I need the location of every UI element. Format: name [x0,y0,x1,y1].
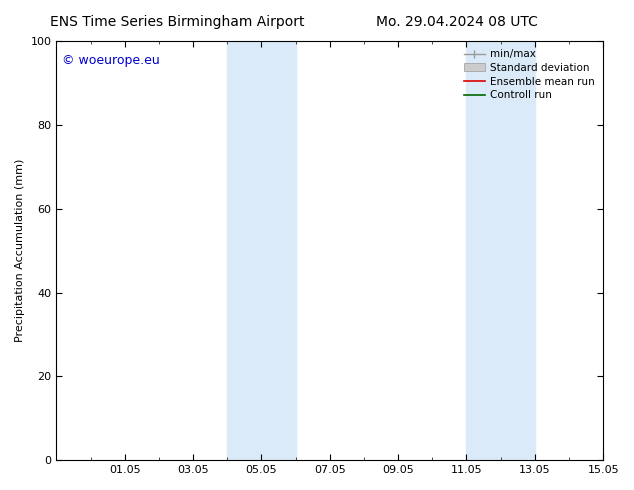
Text: ENS Time Series Birmingham Airport: ENS Time Series Birmingham Airport [50,15,305,29]
Text: © woeurope.eu: © woeurope.eu [62,53,160,67]
Bar [467,41,535,460]
Bar [227,41,295,460]
Text: Mo. 29.04.2024 08 UTC: Mo. 29.04.2024 08 UTC [375,15,538,29]
Y-axis label: Precipitation Accumulation (mm): Precipitation Accumulation (mm) [15,159,25,343]
Legend: min/max, Standard deviation, Ensemble mean run, Controll run: min/max, Standard deviation, Ensemble me… [461,46,598,103]
